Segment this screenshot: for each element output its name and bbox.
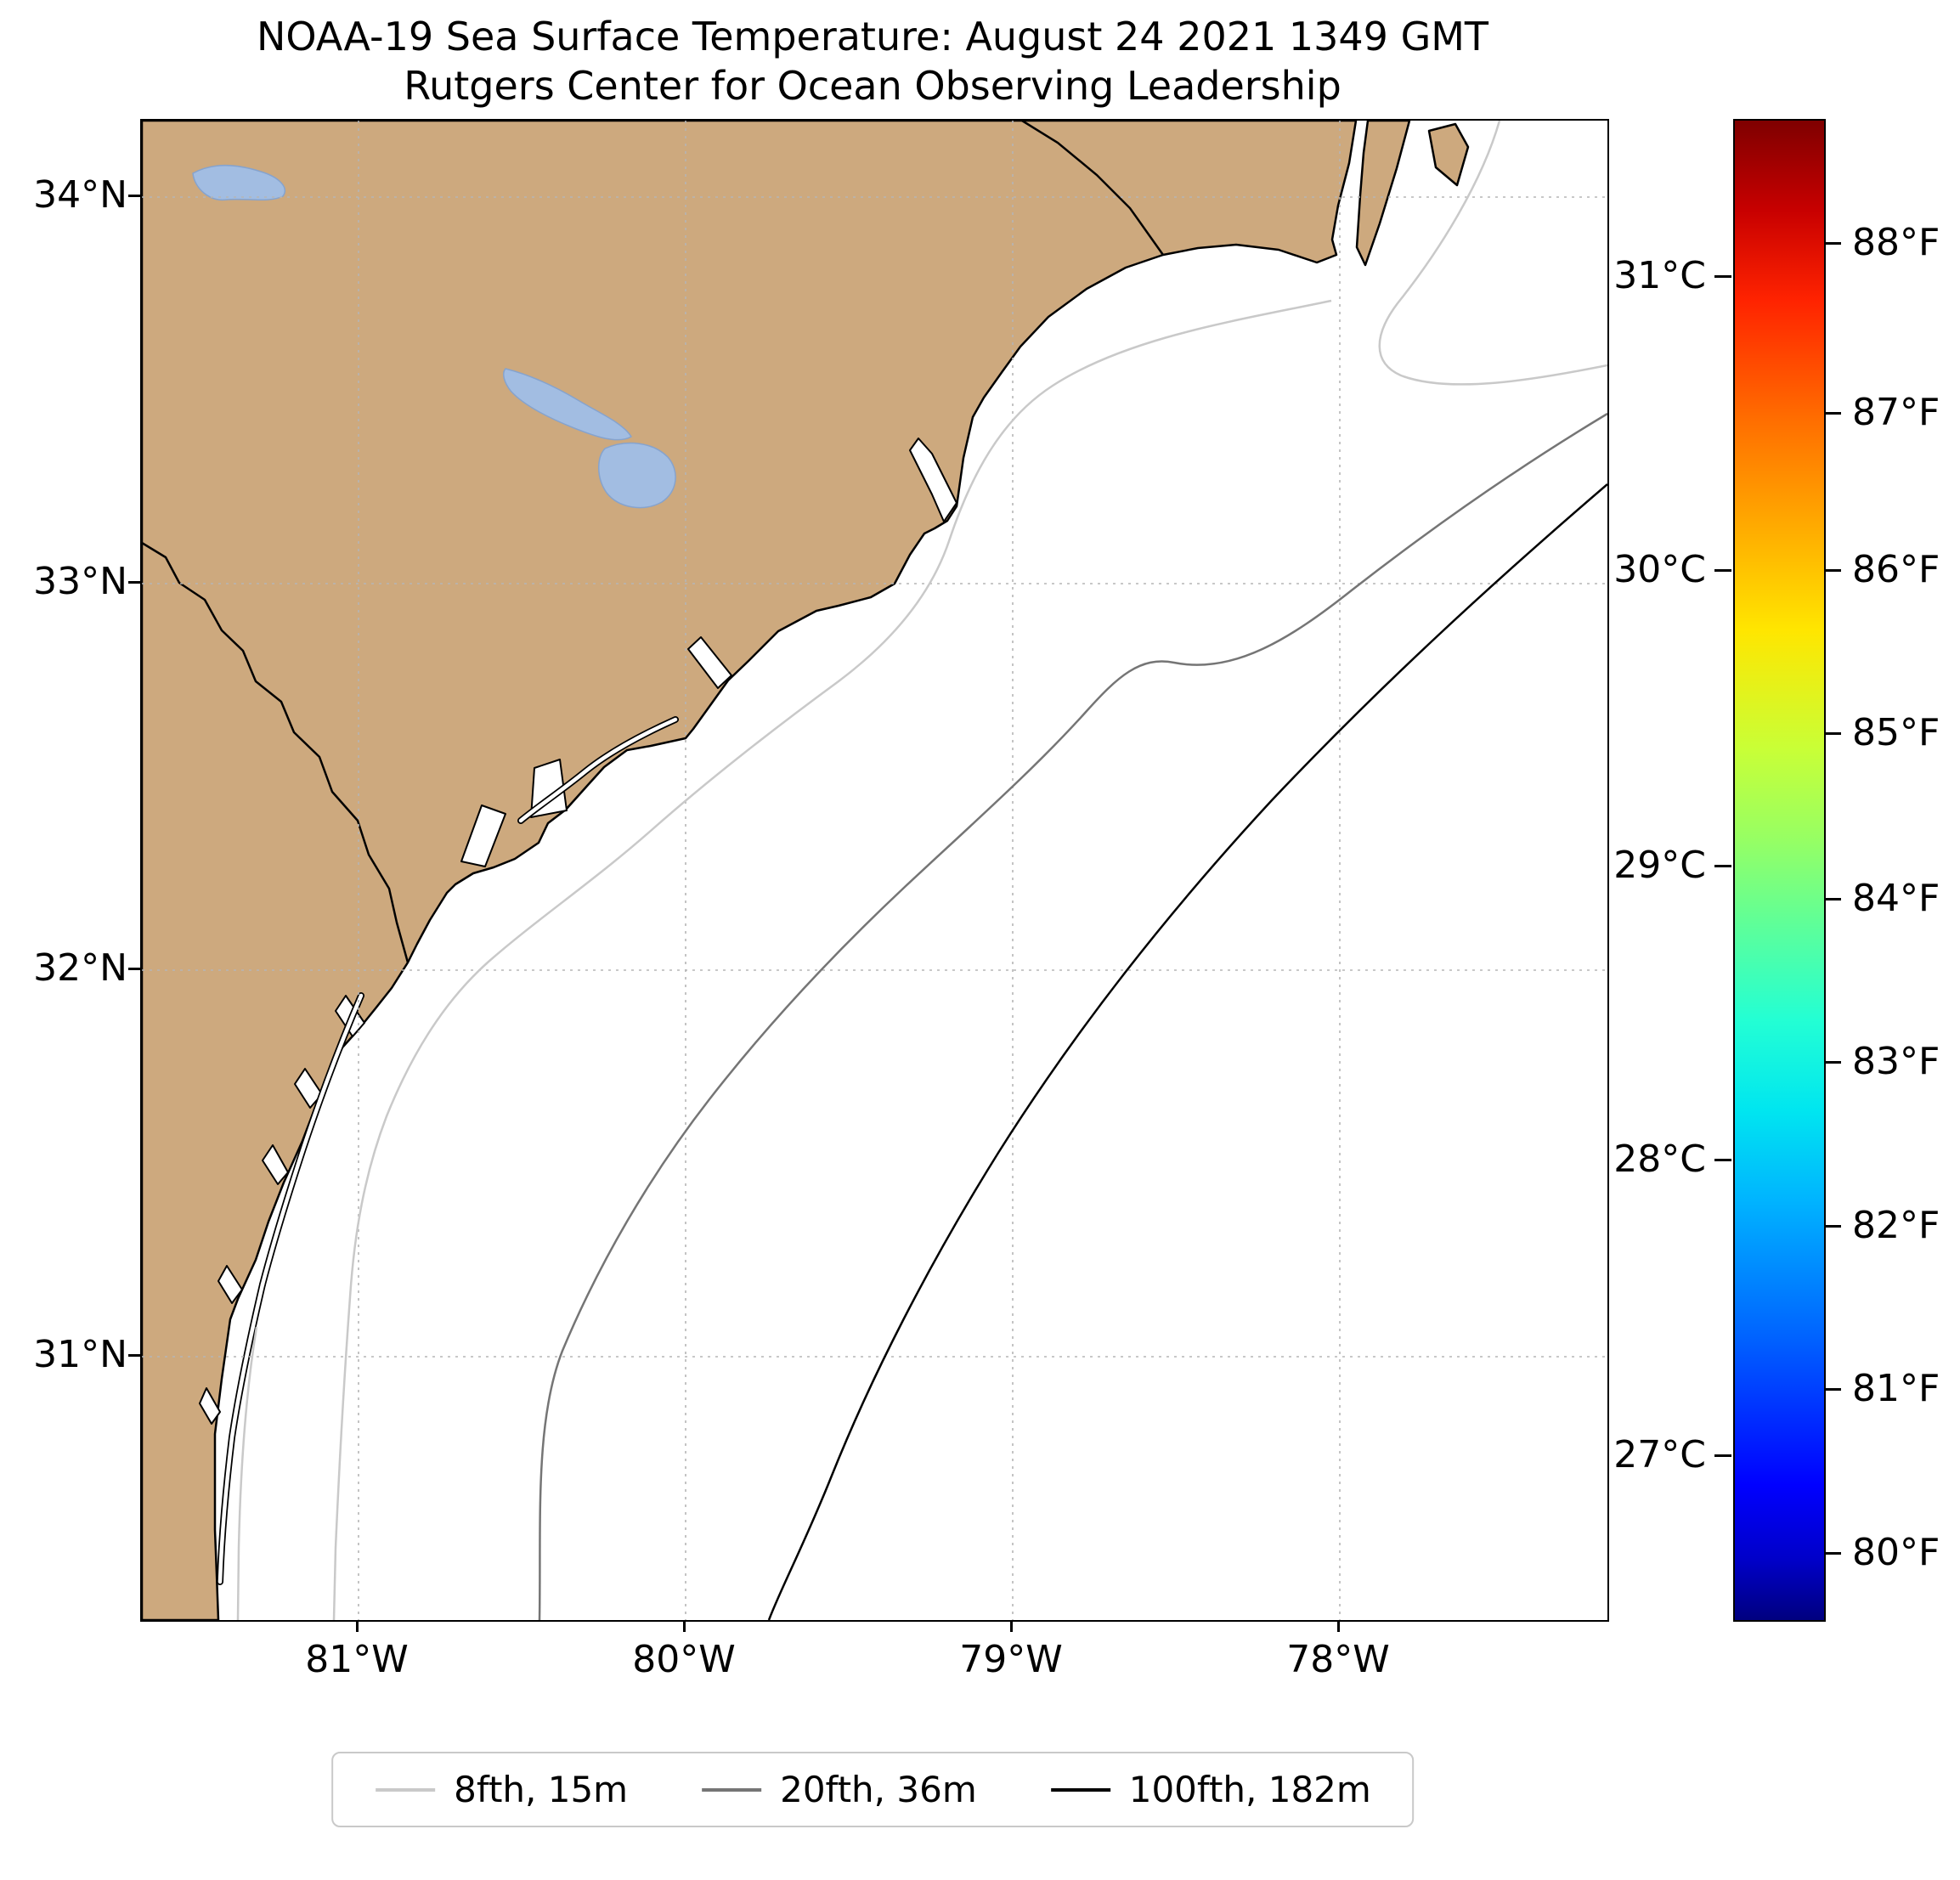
x-tick-mark [1337, 1620, 1340, 1632]
colorbar-f-label: 83°F [1852, 1040, 1940, 1083]
y-tick-label: 31°N [33, 1333, 127, 1376]
x-tick-label: 81°W [305, 1638, 409, 1681]
colorbar-f-tick-mark [1824, 732, 1841, 735]
colorbar-f-label: 88°F [1852, 221, 1940, 264]
lake-moultrie [598, 442, 676, 509]
y-tick-mark [128, 195, 140, 197]
contour-8fth-shoal [1378, 121, 1607, 386]
x-tick-mark [683, 1620, 686, 1632]
st-catherines-sound [294, 1068, 323, 1109]
y-tick-mark [128, 581, 140, 584]
x-tick-label: 78°W [1286, 1638, 1390, 1681]
gridlines [142, 121, 1607, 1620]
altamaha-sound [217, 1265, 243, 1304]
map-canvas [142, 121, 1607, 1620]
colorbar [1733, 119, 1826, 1622]
x-tick-mark [1010, 1620, 1013, 1632]
legend-label: 20fth, 36m [780, 1769, 977, 1810]
colorbar-c-tick-mark [1714, 275, 1731, 278]
colorbar-f-tick-mark [1824, 1552, 1841, 1555]
colorbar-f-label: 85°F [1852, 711, 1940, 754]
cape-fear-strip [1355, 121, 1411, 267]
x-tick-label: 80°W [632, 1638, 736, 1681]
y-tick-label: 34°N [33, 173, 127, 217]
legend-label: 8fth, 15m [454, 1769, 629, 1810]
colorbar-f-tick-mark [1824, 412, 1841, 415]
colorbar-c-tick-mark [1714, 1159, 1731, 1161]
contour-8fth-group [236, 121, 1607, 1620]
y-tick-mark [128, 968, 140, 970]
colorbar-c-label: 27°C [1613, 1433, 1706, 1476]
savannah-river-border [142, 541, 410, 963]
mainland [142, 121, 1358, 1620]
colorbar-f-label: 81°F [1852, 1367, 1940, 1410]
contour-100fth [767, 483, 1607, 1620]
estuaries [199, 438, 957, 1425]
colorbar-c-tick-mark [1714, 569, 1731, 572]
colorbar-f-tick-mark [1824, 1388, 1841, 1391]
colorbar-f-label: 84°F [1852, 877, 1940, 920]
colorbar-f-label: 86°F [1852, 548, 1940, 591]
contour-8fth [332, 299, 1332, 1620]
depth-contour-legend: 8fth, 15m 20fth, 36m 100fth, 182m [331, 1752, 1414, 1827]
colorbar-f-label: 82°F [1852, 1204, 1940, 1247]
colorbar-f-label: 80°F [1852, 1531, 1940, 1574]
st-andrew-sound [199, 1387, 221, 1425]
colorbar-c-label: 29°C [1613, 844, 1706, 887]
lake-murray [192, 165, 285, 201]
legend-item-8fth: 8fth, 15m [374, 1769, 628, 1810]
colorbar-c-label: 28°C [1613, 1138, 1706, 1181]
contour-20fth [538, 412, 1607, 1620]
legend-line-100fth [1050, 1787, 1110, 1792]
y-tick-label: 33°N [33, 560, 127, 603]
legend-item-20fth: 20fth, 36m [700, 1769, 977, 1810]
colorbar-c-tick-mark [1714, 1454, 1731, 1457]
colorbar-c-label: 31°C [1613, 254, 1706, 297]
colorbar-f-tick-mark [1824, 898, 1841, 900]
port-royal-sound [460, 805, 506, 867]
figure-title: NOAA-19 Sea Surface Temperature: August … [256, 14, 1489, 59]
coastal-island [1427, 122, 1470, 187]
figure-subtitle: Rutgers Center for Ocean Observing Leade… [404, 63, 1341, 109]
lakes [192, 165, 676, 509]
charleston-harbor [687, 636, 732, 689]
legend-line-20fth [702, 1787, 762, 1792]
x-tick-label: 79°W [959, 1638, 1063, 1681]
colorbar-f-tick-mark [1824, 569, 1841, 572]
winyah-bay [909, 438, 957, 522]
map-panel [140, 119, 1609, 1622]
colorbar-f-tick-mark [1824, 1225, 1841, 1228]
y-tick-label: 32°N [33, 946, 127, 990]
waterway-channels [217, 717, 678, 1584]
legend-item-100fth: 100fth, 182m [1049, 1769, 1371, 1810]
colorbar-c-tick-mark [1714, 865, 1731, 867]
nc-sc-border [1021, 121, 1165, 256]
x-tick-mark [356, 1620, 359, 1632]
y-tick-mark [128, 1354, 140, 1357]
sapelo-sound [262, 1144, 289, 1185]
colorbar-f-label: 87°F [1852, 391, 1940, 434]
legend-line-8fth [376, 1787, 436, 1792]
colorbar-f-tick-mark [1824, 242, 1841, 245]
contour-8fth-inshore [236, 1326, 258, 1620]
colorbar-c-label: 30°C [1613, 548, 1706, 591]
colorbar-f-tick-mark [1824, 1061, 1841, 1064]
lake-marion [503, 368, 633, 441]
legend-label: 100fth, 182m [1128, 1769, 1371, 1810]
